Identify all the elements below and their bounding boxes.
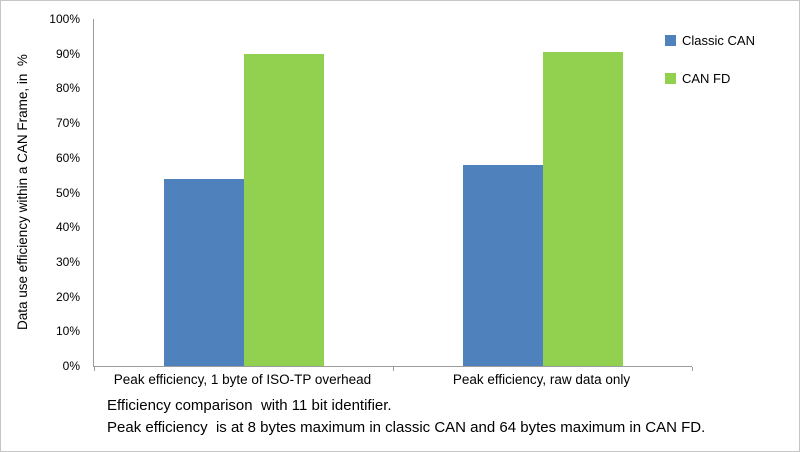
y-tick-label: 50% bbox=[55, 185, 80, 200]
bar-can-fd bbox=[243, 53, 324, 366]
y-tick-label: 30% bbox=[55, 254, 80, 269]
bar-classic-can bbox=[163, 178, 244, 366]
y-tick-label: 70% bbox=[55, 116, 80, 131]
y-tick-label: 10% bbox=[55, 324, 80, 339]
x-axis-tick-mark bbox=[692, 367, 693, 371]
x-axis-category-label: Peak efficiency, 1 byte of ISO-TP overhe… bbox=[113, 372, 372, 387]
bar-can-fd bbox=[542, 51, 623, 366]
y-tick-label: 80% bbox=[55, 81, 80, 96]
bar-group bbox=[393, 19, 692, 366]
y-tick-label: 40% bbox=[55, 220, 80, 235]
legend-swatch-icon bbox=[665, 73, 676, 84]
y-tick-label: 0% bbox=[62, 359, 80, 373]
y-tick-label: 20% bbox=[55, 289, 80, 304]
x-axis-category-label: Peak efficiency, raw data only bbox=[452, 372, 631, 387]
legend-label: CAN FD bbox=[682, 71, 731, 86]
legend: Classic CAN CAN FD bbox=[665, 33, 755, 86]
legend-item: Classic CAN bbox=[665, 33, 755, 48]
x-axis-tick-mark bbox=[393, 367, 394, 371]
y-tick-label: 100% bbox=[49, 12, 80, 26]
x-axis-tick-mark bbox=[94, 367, 95, 371]
plot-area bbox=[93, 19, 693, 371]
bar-group bbox=[94, 19, 393, 366]
bar-classic-can bbox=[462, 164, 543, 366]
legend-swatch-icon bbox=[665, 35, 676, 46]
y-axis-tick-labels: 0% 10% 20% 30% 40% 50% 60% 70% 80% 90% 100% bbox=[1, 13, 86, 372]
caption-line-2: Peak efficiency is at 8 bytes maximum in… bbox=[107, 419, 706, 436]
caption: Efficiency comparison with 11 bit identi… bbox=[107, 395, 705, 439]
legend-item: CAN FD bbox=[665, 71, 755, 86]
caption-line-1: Efficiency comparison with 11 bit identi… bbox=[107, 397, 392, 414]
legend-label: Classic CAN bbox=[682, 33, 755, 48]
x-axis-category-labels: Peak efficiency, 1 byte of ISO-TP overhe… bbox=[93, 372, 691, 387]
y-tick-label: 60% bbox=[55, 150, 80, 165]
y-tick-label: 90% bbox=[55, 46, 80, 61]
